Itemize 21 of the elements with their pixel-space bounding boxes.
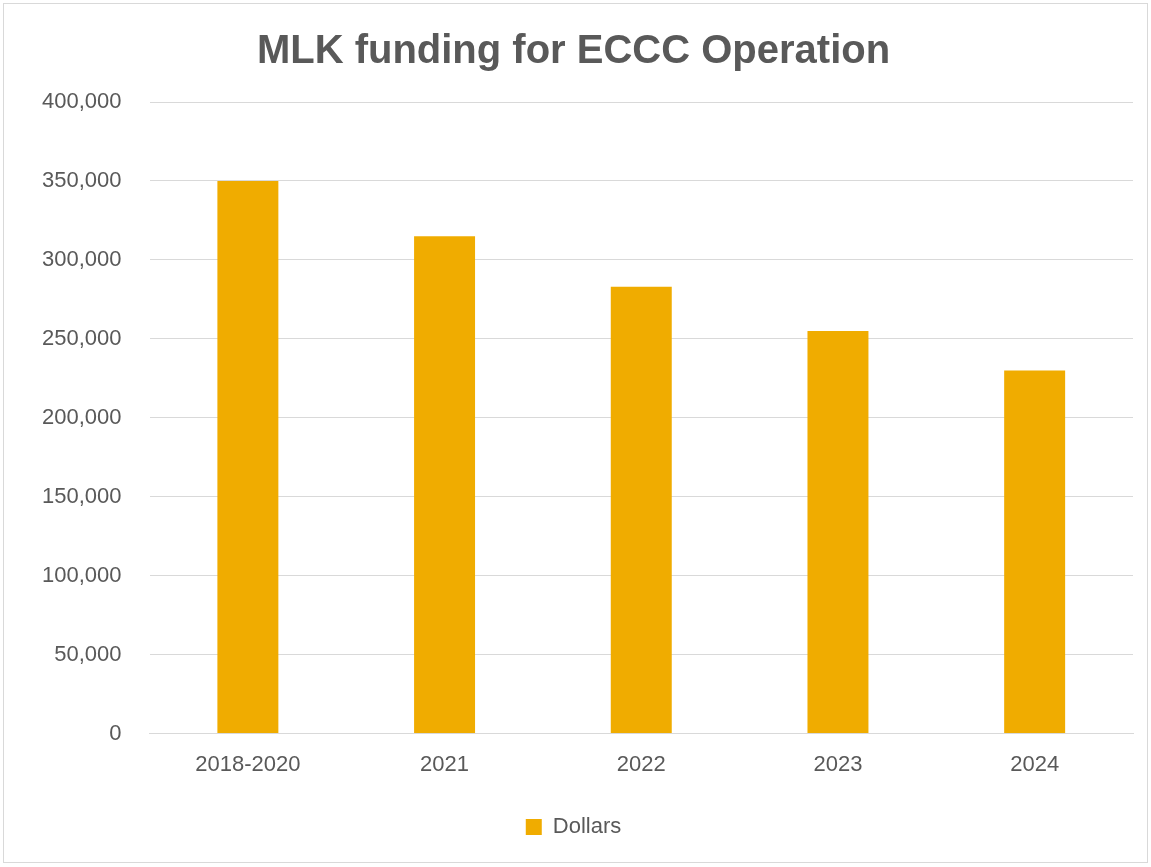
y-tick-label: 100,000 <box>41 561 122 587</box>
bar <box>807 330 869 734</box>
y-tick-label: 200,000 <box>41 403 122 429</box>
y-tick-label: 350,000 <box>41 167 122 193</box>
y-tick-label: 300,000 <box>41 245 122 271</box>
bar <box>1004 370 1066 734</box>
bar <box>610 286 672 734</box>
legend-label: Dollars <box>552 813 622 839</box>
x-tick-label: 2018-2020 <box>195 750 301 776</box>
chart-title: MLK funding for ECCC Operation <box>256 27 891 72</box>
y-tick-label: 250,000 <box>41 324 122 350</box>
x-tick-label: 2023 <box>813 750 863 776</box>
x-tick-label: 2021 <box>420 750 470 776</box>
bar <box>414 236 476 734</box>
y-tick-label: 150,000 <box>41 482 122 508</box>
y-tick-label: 400,000 <box>41 88 122 114</box>
x-tick-label: 2022 <box>616 750 666 776</box>
y-tick-label: 0 <box>109 719 122 745</box>
y-tick-label: 50,000 <box>54 640 122 666</box>
bar <box>217 180 279 734</box>
x-tick-label: 2024 <box>1010 750 1060 776</box>
